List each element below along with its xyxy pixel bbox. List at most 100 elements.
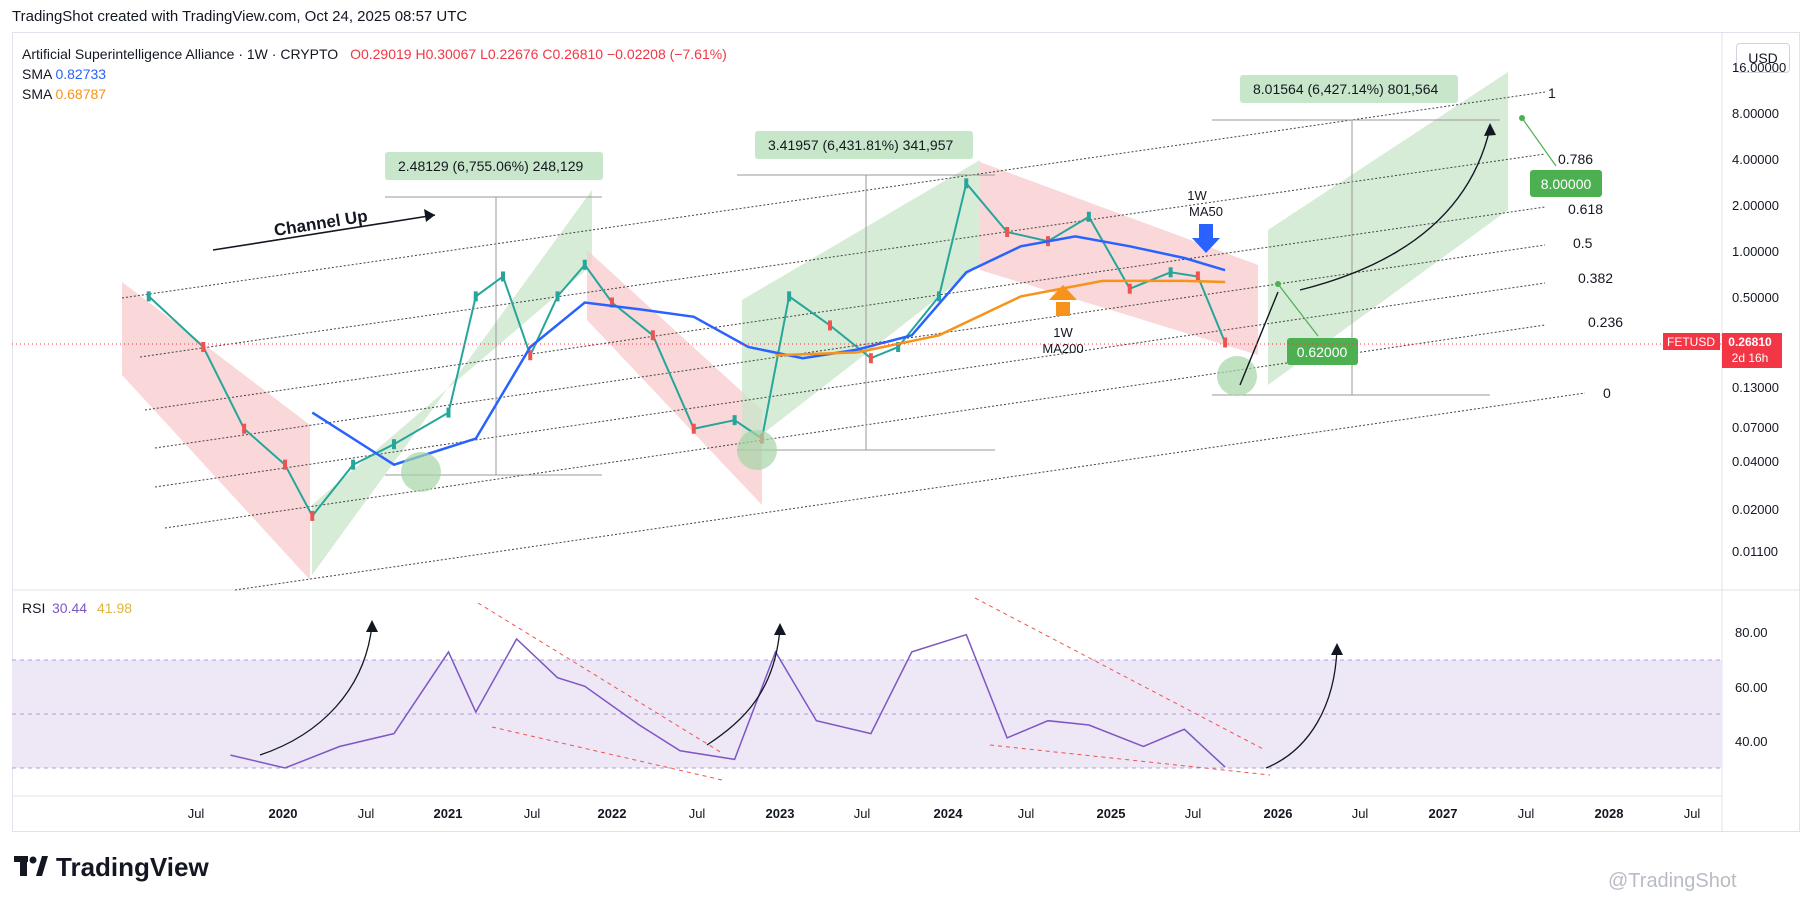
fib-label-05: 0.5: [1573, 235, 1593, 251]
ma200-label-1: 1W: [1053, 325, 1073, 340]
channel-up-label: Channel Up: [273, 206, 369, 240]
bottom-circle-1: [401, 452, 441, 492]
price-axis[interactable]: 16.00000 8.00000 4.00000 2.00000 1.00000 0.50…: [1732, 60, 1786, 559]
price-candle: [1005, 226, 1010, 237]
target-high-box: [1530, 170, 1602, 197]
time-tick-label: Jul: [358, 806, 375, 821]
price-candle: [610, 297, 614, 308]
fib-label-0382: 0.382: [1578, 270, 1613, 286]
price-candle: [392, 439, 396, 450]
zone-green-3: [1268, 72, 1508, 385]
zone-red-3: [980, 162, 1258, 355]
fib-label-1: 1: [1548, 85, 1556, 101]
ohlc-open: O0.29019: [350, 46, 412, 62]
price-candle: [650, 330, 655, 341]
ma50-arrow-icon: [1192, 224, 1220, 253]
measure3-label: 8.01564 (6,427.14%) 801,564: [1253, 81, 1438, 97]
price-candle: [473, 291, 478, 302]
price-candle: [146, 291, 151, 302]
price-candle: [828, 320, 832, 331]
currency-button[interactable]: USD: [1736, 43, 1790, 73]
sma1-line[interactable]: SMA 0.82733: [22, 64, 727, 84]
time-axis[interactable]: Jul 2020 Jul 2021 Jul 2022 Jul 2023 Jul 2024 Jul 20…: [188, 806, 1701, 821]
time-tick-label: Jul: [689, 806, 706, 821]
projection-arrow-1: [1239, 291, 1279, 386]
ticker-tag-label: FETUSD: [1667, 335, 1715, 349]
ma200-label-2: MA200: [1042, 341, 1083, 356]
sma2-line[interactable]: SMA 0.68787: [22, 84, 727, 104]
time-tick-label: 2024: [934, 806, 964, 821]
tv-logo-icon: [14, 852, 48, 883]
rsi-axis: 80.00 60.00 40.00: [1735, 625, 1768, 749]
time-tick-label: 2023: [766, 806, 795, 821]
price-candle: [937, 291, 941, 302]
fib-label-0: 0: [1603, 385, 1611, 401]
price-candle: [310, 510, 315, 521]
legend: Artificial Superintelligence Alliance · …: [22, 44, 727, 104]
fib-channel: [121, 91, 1586, 591]
time-tick-label: Jul: [1684, 806, 1701, 821]
zone-green-1: [312, 190, 592, 575]
price-candle: [351, 459, 356, 470]
rsi-tick-label: 80.00: [1735, 625, 1768, 640]
time-tick-label: Jul: [1352, 806, 1369, 821]
rsi-value: 30.44: [52, 600, 87, 616]
ticker-tag: [1663, 333, 1720, 350]
price-candle: [1127, 283, 1132, 294]
target-low-label: 0.62000: [1297, 344, 1348, 360]
price-tick-label: 0.50000: [1732, 290, 1779, 305]
zone-red-1: [122, 282, 310, 580]
ohlc-low: L0.22676: [480, 46, 539, 62]
price-points: [146, 178, 1228, 521]
time-tick-label: 2022: [598, 806, 627, 821]
time-tick-label: Jul: [524, 806, 541, 821]
time-tick-label: Jul: [1185, 806, 1202, 821]
symbol-line: Artificial Superintelligence Alliance · …: [22, 44, 727, 64]
price-candle: [283, 459, 287, 470]
price-candle: [501, 271, 505, 282]
symbol-name[interactable]: Artificial Superintelligence Alliance · …: [22, 46, 339, 62]
price-candle: [582, 259, 587, 270]
price-candle: [1086, 211, 1091, 222]
fib-line-0: [234, 392, 1586, 591]
measure1-label: 2.48129 (6,755.06%) 248,129: [398, 158, 583, 174]
ma50-label-1: 1W: [1187, 188, 1207, 203]
bottom-circle-2: [737, 430, 777, 470]
price-tag-countdown: 2d 16h: [1732, 351, 1769, 365]
fib-line-0786: [139, 153, 1546, 358]
tradingview-logo[interactable]: TradingView: [14, 852, 209, 883]
price-tick-label: 0.01100: [1732, 544, 1778, 559]
ohlc-change: −0.02208 (−7.61%): [606, 46, 727, 62]
time-tick-label: 2028: [1595, 806, 1624, 821]
rsi-tick-label: 60.00: [1735, 680, 1768, 695]
ma200-arrow-icon: [1049, 285, 1077, 300]
price-tick-label: 0.13000: [1732, 380, 1779, 395]
price-candle: [528, 350, 533, 361]
price-candle: [732, 415, 737, 426]
sma2-label: SMA: [22, 86, 52, 102]
price-tick-label: 0.04000: [1732, 454, 1779, 469]
time-tick-label: 2027: [1429, 806, 1458, 821]
rsi-tick-label: 40.00: [1735, 734, 1768, 749]
price-tick-label: 1.00000: [1732, 244, 1779, 259]
time-tick-label: 2025: [1097, 806, 1126, 821]
channel-up-arrow: [212, 214, 436, 251]
fib-label-0786: 0.786: [1558, 151, 1593, 167]
measure1-box: [385, 152, 603, 180]
sma1-value: 0.82733: [55, 66, 107, 82]
rsi-label: RSI: [22, 600, 45, 616]
time-tick-label: Jul: [1018, 806, 1035, 821]
time-tick-label: 2020: [269, 806, 298, 821]
price-candle: [446, 407, 451, 418]
time-tick-label: Jul: [1518, 806, 1535, 821]
rsi-line: [230, 633, 1226, 769]
sma2-value: 0.68787: [55, 86, 107, 102]
zone-red-2: [587, 250, 762, 505]
price-candle: [868, 353, 873, 364]
bottom-circle-3: [1217, 356, 1257, 396]
price-candle: [1168, 267, 1173, 278]
measure2-box: [755, 131, 973, 159]
rsi-legend[interactable]: RSI 30.44 41.98: [22, 600, 132, 616]
ohlc-high: H0.30067: [415, 46, 477, 62]
price-tick-label: 16.00000: [1732, 60, 1786, 75]
